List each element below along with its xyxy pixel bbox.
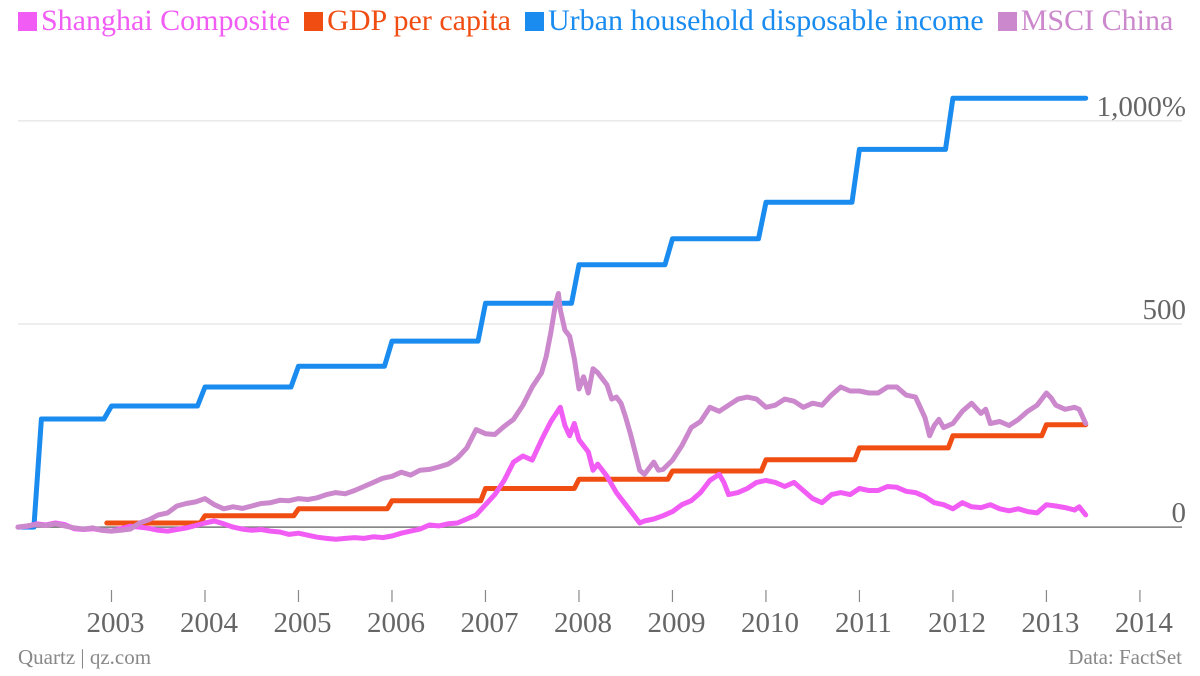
series-line-urban-household-disposable-income xyxy=(15,95,1089,530)
series-line-gdp-per-capita xyxy=(104,422,1089,526)
x-tick-label: 2005 xyxy=(273,607,331,639)
chart-legend: Shanghai Composite GDP per capita Urban ho… xyxy=(18,4,1188,37)
x-tick-label: 2003 xyxy=(86,607,144,639)
x-tick-label: 2014 xyxy=(1115,607,1174,639)
x-tick-label: 2010 xyxy=(741,607,799,639)
x-tick-label: 2013 xyxy=(1021,607,1079,639)
x-tick-label: 2011 xyxy=(835,607,892,639)
x-tick-label: 2007 xyxy=(460,607,518,639)
legend-label: MSCI China xyxy=(1020,4,1174,37)
legend-item-urban-household-income: Urban household disposable income xyxy=(524,4,984,37)
legend-item-msci-china: MSCI China xyxy=(997,4,1174,37)
legend-swatch xyxy=(18,12,37,31)
x-axis xyxy=(110,590,1141,602)
series-line-shanghai-composite xyxy=(15,404,1089,542)
legend-swatch xyxy=(997,12,1017,31)
tick-labels: 0 500 1,000% 2003 2004 2005 2006 2007 2008 2009 20… xyxy=(86,91,1186,639)
legend-swatch xyxy=(304,12,324,31)
legend-item-shanghai-composite: Shanghai Composite xyxy=(18,4,290,37)
legend-label: GDP per capita xyxy=(327,4,511,37)
legend-swatch xyxy=(524,12,544,31)
series-line-msci-china xyxy=(15,291,1089,534)
series-lines xyxy=(15,95,1089,542)
legend-label: Urban household disposable income xyxy=(547,4,984,37)
y-tick-label: 0 xyxy=(1172,497,1187,529)
y-tick-label: 500 xyxy=(1143,294,1187,326)
legend-label: Shanghai Composite xyxy=(41,4,291,37)
x-tick-label: 2012 xyxy=(928,607,986,639)
x-tick-label: 2008 xyxy=(554,607,612,639)
source-credit: Quartz | qz.com xyxy=(18,645,152,669)
x-tick-label: 2006 xyxy=(367,607,425,639)
legend-item-gdp-per-capita: GDP per capita xyxy=(304,4,511,37)
x-tick-label: 2009 xyxy=(647,607,705,639)
y-tick-label: 1,000% xyxy=(1097,91,1186,123)
gridlines xyxy=(18,120,1182,528)
x-tick-label: 2004 xyxy=(180,607,239,639)
data-source: Data: FactSet xyxy=(1068,645,1182,669)
